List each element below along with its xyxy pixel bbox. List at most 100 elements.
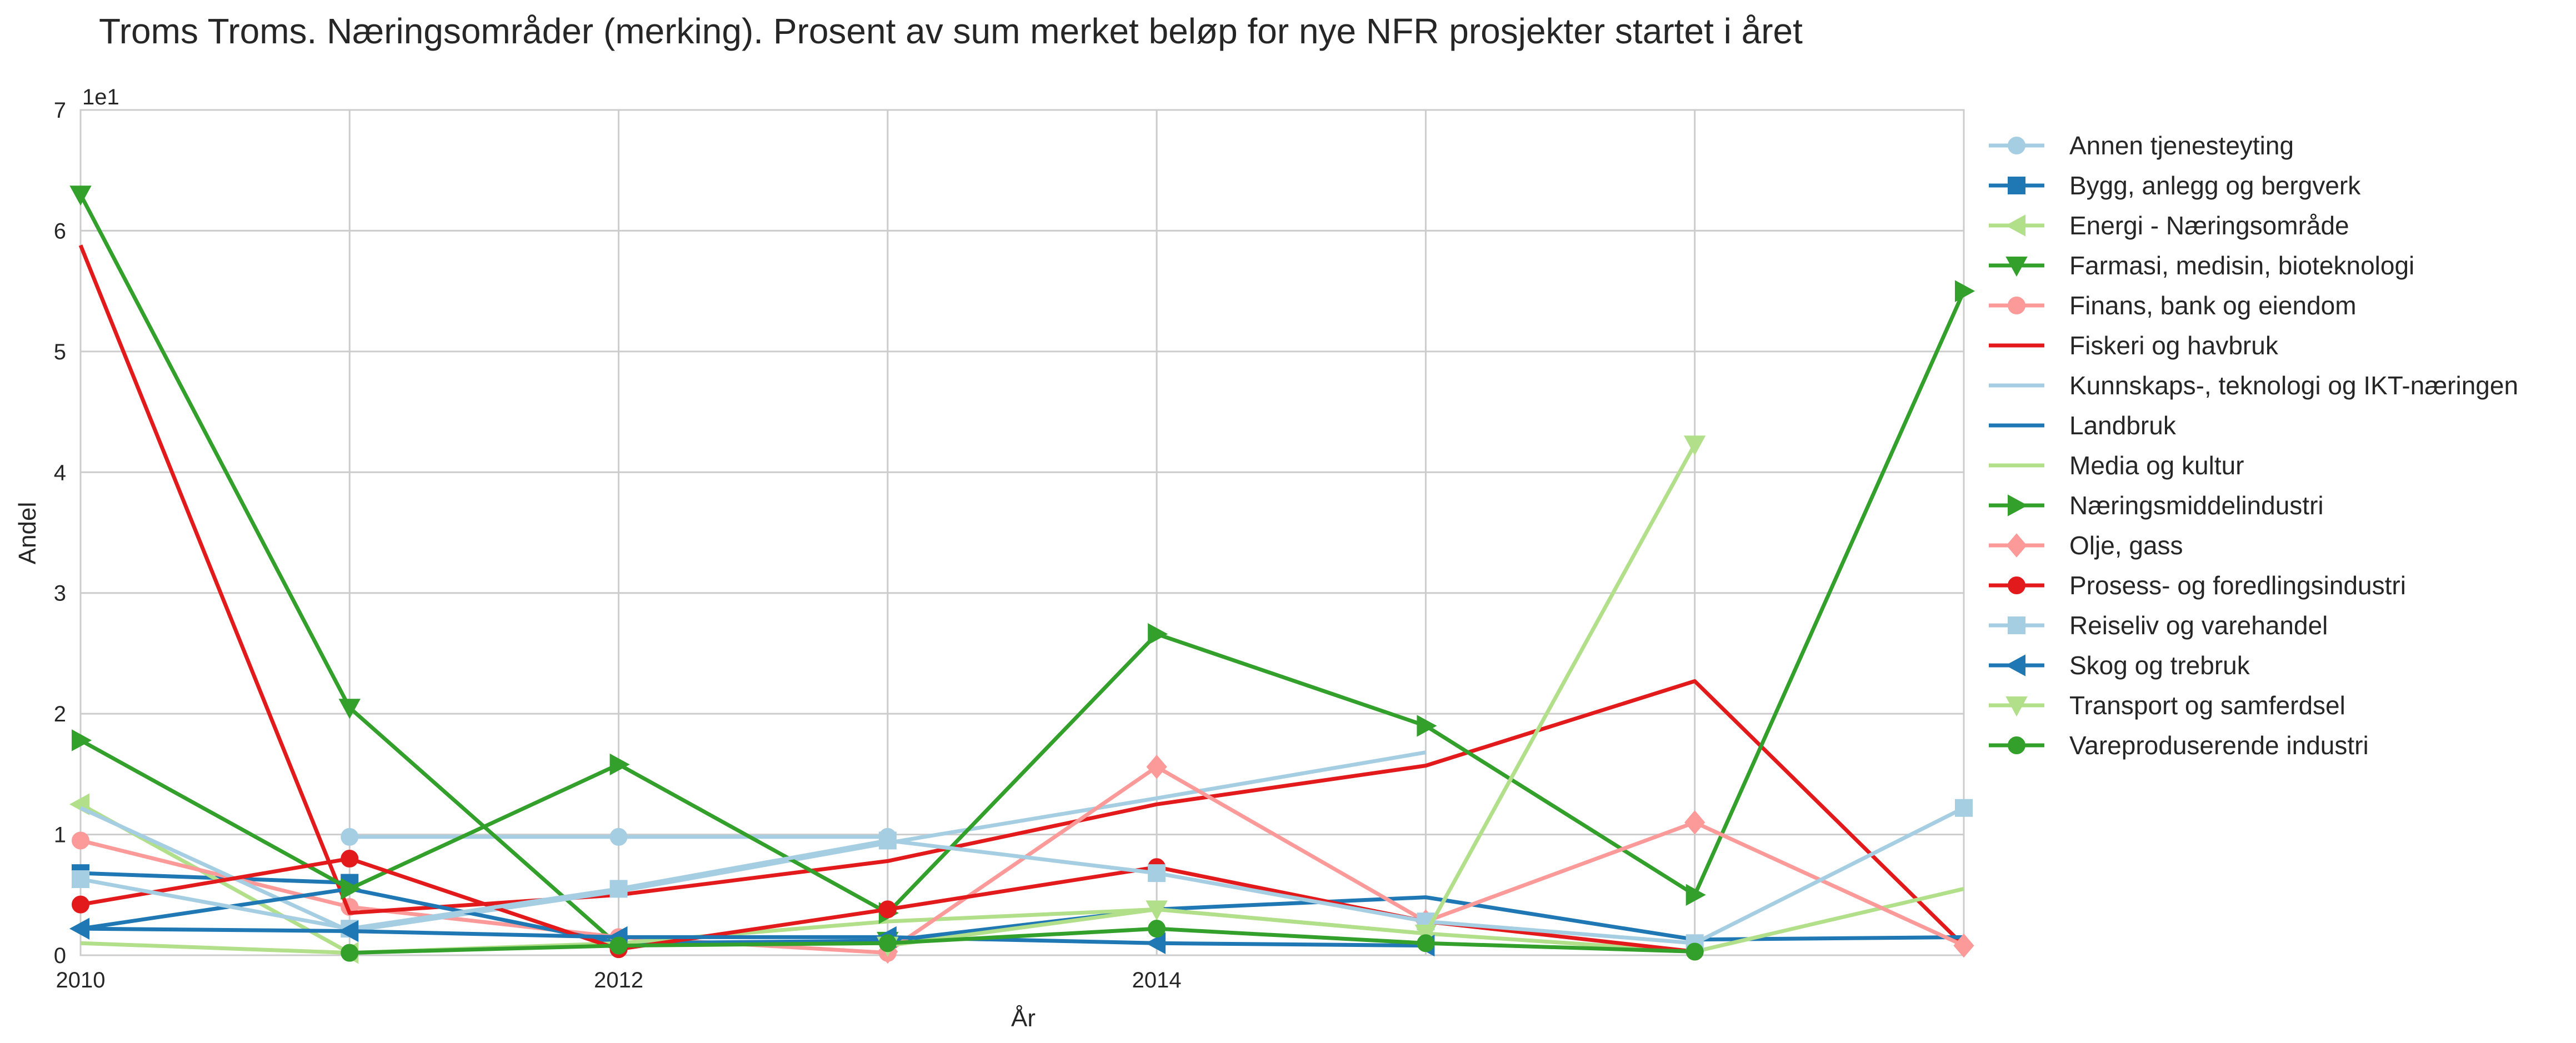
data-point [878,900,897,919]
legend-label: Olje, gass [2069,531,2183,560]
legend-item: Kunnskaps-, teknologi og IKT-næringen [1989,371,2518,400]
y-tick-label: 5 [54,340,66,364]
data-point [341,877,361,900]
x-tick-label: 2010 [56,968,106,992]
legend-item: Annen tjenesteyting [1989,131,2294,160]
data-point [2006,533,2027,558]
data-point [878,934,897,952]
data-point [2005,654,2025,676]
data-point [2008,736,2025,754]
legend-label: Kunnskaps-, teknologi og IKT-næringen [2069,371,2518,400]
data-point [1953,933,1974,958]
legend-item: Transport og samferdsel [1989,691,2345,720]
series-line [79,290,1966,915]
y-tick-label: 6 [54,219,66,243]
legend-label: Farmasi, medisin, bioteknologi [2069,251,2414,280]
series-landbruk [80,886,1964,945]
data-point [2008,576,2025,594]
legend-label: Vareproduserende industri [2069,731,2369,760]
data-point [2008,137,2025,154]
data-point [1146,755,1167,779]
data-point [1417,934,1435,952]
data-point [2008,177,2025,194]
data-point [1684,435,1706,456]
y-tick-label: 0 [54,944,66,968]
data-point [341,828,359,846]
chart-title: Troms Troms. Næringsområder (merking). P… [99,11,1803,51]
y-axis-label: Andel [14,502,41,565]
data-point [1148,623,1168,645]
data-point [72,895,89,914]
data-point [1685,884,1706,906]
series-lines [69,185,1975,964]
series-line [78,244,1965,947]
legend-item: Olje, gass [1989,531,2183,560]
data-point [609,828,628,846]
data-point [1146,900,1168,921]
legend-label: Næringsmiddelindustri [2069,491,2324,520]
legend-item: Fiskeri og havbruk [1989,331,2279,360]
data-point [72,831,89,850]
data-point [609,880,628,898]
legend: Annen tjenesteyting Bygg, anlegg og bergv… [1989,131,2518,760]
data-point [338,699,361,719]
legend-label: Bygg, anlegg og bergverk [2069,171,2361,200]
legend-label: Reiseliv og varehandel [2069,611,2328,640]
grid [79,109,1965,956]
data-point [2005,214,2025,237]
data-point [2005,257,2028,277]
data-point [2008,494,2028,517]
y-tick-label: 3 [54,581,66,606]
legend-label: Fiskeri og havbruk [2069,331,2279,360]
series-line [349,926,1695,955]
data-point [1955,799,1973,817]
legend-label: Skog og trebruk [2069,651,2250,680]
legend-item: Reiseliv og varehandel [1989,611,2328,640]
legend-label: Landbruk [2069,411,2177,440]
series-vareproduserende-industri [341,920,1704,962]
x-tick-label: 2012 [594,968,643,992]
legend-item: Skog og trebruk [1989,651,2250,680]
legend-item: Media og kultur [1989,451,2244,480]
legend-label: Annen tjenesteyting [2069,131,2294,160]
x-axis-label: År [1011,1005,1036,1032]
plot-area [79,109,1965,956]
data-point [341,850,359,868]
legend-item: Finans, bank og eiendom [1989,291,2357,320]
y-tick-label: 2 [54,702,66,726]
data-point [2008,616,2025,634]
legend-item: Farmasi, medisin, bioteknologi [1989,251,2414,280]
y-scale-label: 1e1 [82,85,119,109]
series-line [887,443,1697,948]
legend-item: Prosess- og foredlingsindustri [1989,571,2406,600]
legend-label: Finans, bank og eiendom [2069,291,2357,320]
series-n-ringsmiddelindustri [72,280,1975,924]
data-point [338,920,359,942]
axis-ticks: 0 1 2 3 4 5 6 7 2010 2012 2014 [54,98,1182,992]
series-line [80,886,1964,945]
data-point [69,185,92,206]
legend-label: Energi - Næringsområde [2069,211,2349,240]
legend-item: Næringsmiddelindustri [1989,491,2324,520]
plot-frame [79,109,1965,956]
legend-label: Prosess- og foredlingsindustri [2069,571,2406,600]
data-point [341,944,359,962]
series-line [80,926,1426,948]
data-point [609,936,628,955]
legend-item: Vareproduserende industri [1989,731,2369,760]
data-point [72,729,92,751]
series-line [80,806,1965,945]
data-point [1146,932,1166,954]
data-point [2005,696,2028,717]
data-point [1417,715,1437,737]
data-point [2008,297,2025,314]
legend-label: Media og kultur [2069,451,2244,480]
data-point [69,917,89,940]
y-tick-label: 4 [54,460,66,485]
data-point [1685,942,1704,961]
series-fiskeri-og-havbruk [78,244,1965,947]
data-point [1148,920,1166,938]
x-tick-label: 2014 [1132,968,1182,992]
y-tick-label: 7 [54,98,66,123]
